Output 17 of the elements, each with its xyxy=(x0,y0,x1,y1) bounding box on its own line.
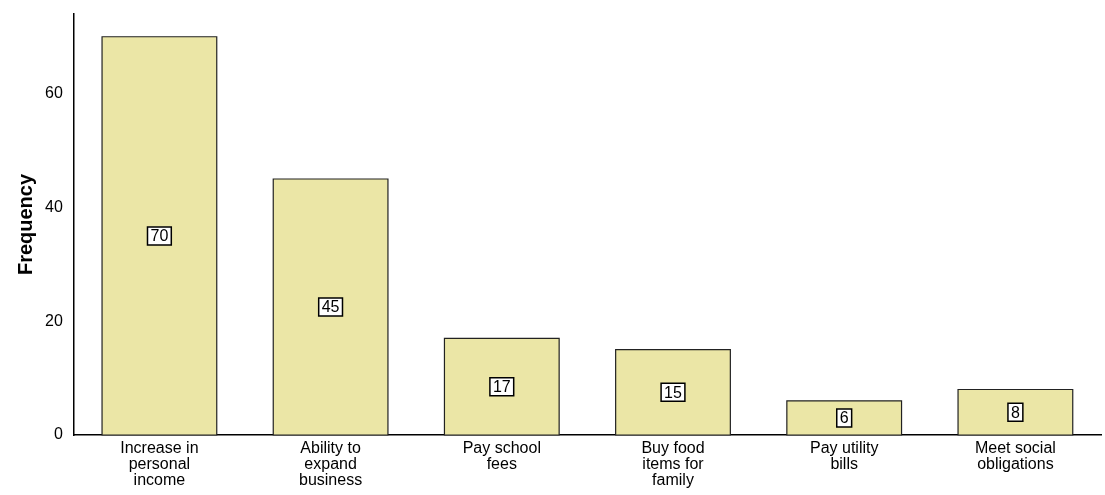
data-label: 15 xyxy=(664,383,682,401)
x-tick-label: Increase in personal income xyxy=(120,439,199,489)
x-tick-label: Ability to expand business xyxy=(299,439,363,489)
data-label: 8 xyxy=(1010,403,1020,421)
data-label: 6 xyxy=(839,409,849,427)
y-tick-label: 0 xyxy=(53,425,63,443)
x-tick-label: Pay utility bills xyxy=(809,439,879,473)
x-tick-label: Pay school fees xyxy=(462,439,541,473)
data-label: 17 xyxy=(492,378,511,396)
y-tick-label: 60 xyxy=(45,84,63,102)
x-tick-label: Meet social obligations xyxy=(974,439,1056,473)
y-tick-label: 40 xyxy=(45,197,63,215)
y-tick-label: 20 xyxy=(45,311,63,329)
data-label: 45 xyxy=(321,298,340,316)
x-tick-label: Buy food items for family xyxy=(641,439,705,489)
y-axis-title: Frequency xyxy=(13,173,36,276)
data-label: 70 xyxy=(150,227,169,245)
